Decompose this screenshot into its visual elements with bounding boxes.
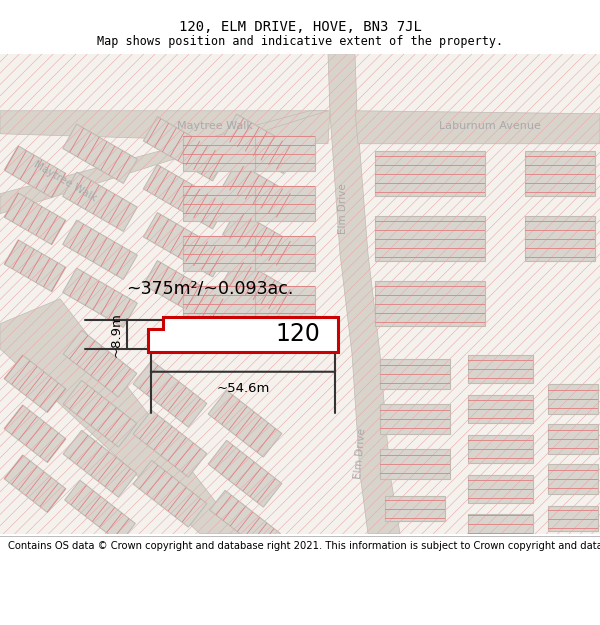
Text: Map shows position and indicative extent of the property.: Map shows position and indicative extent… bbox=[97, 35, 503, 48]
Polygon shape bbox=[328, 54, 400, 534]
Polygon shape bbox=[548, 424, 598, 454]
Polygon shape bbox=[62, 172, 137, 231]
Polygon shape bbox=[525, 151, 595, 196]
Polygon shape bbox=[208, 391, 282, 457]
Polygon shape bbox=[62, 220, 137, 279]
Polygon shape bbox=[467, 435, 533, 462]
Text: Contains OS data © Crown copyright and database right 2021. This information is : Contains OS data © Crown copyright and d… bbox=[8, 541, 600, 551]
Polygon shape bbox=[255, 186, 315, 221]
Polygon shape bbox=[380, 449, 450, 479]
Polygon shape bbox=[4, 355, 66, 412]
Polygon shape bbox=[182, 136, 257, 171]
Polygon shape bbox=[62, 124, 137, 183]
Polygon shape bbox=[63, 431, 137, 497]
Text: Elm Drive: Elm Drive bbox=[353, 428, 367, 479]
Polygon shape bbox=[223, 162, 298, 221]
Text: Maytree Walk: Maytree Walk bbox=[32, 160, 98, 204]
Polygon shape bbox=[548, 464, 598, 494]
Polygon shape bbox=[63, 331, 137, 397]
Polygon shape bbox=[210, 491, 280, 553]
Polygon shape bbox=[255, 136, 315, 171]
Polygon shape bbox=[548, 506, 598, 531]
Polygon shape bbox=[375, 151, 485, 196]
Polygon shape bbox=[355, 111, 600, 144]
Polygon shape bbox=[182, 186, 257, 221]
Polygon shape bbox=[4, 405, 66, 462]
Polygon shape bbox=[143, 261, 227, 325]
Polygon shape bbox=[133, 461, 207, 527]
Text: ~8.9m: ~8.9m bbox=[110, 312, 123, 357]
Polygon shape bbox=[133, 411, 207, 477]
Polygon shape bbox=[4, 455, 66, 512]
Polygon shape bbox=[467, 475, 533, 502]
Polygon shape bbox=[0, 299, 240, 534]
Text: Laburnum Avenue: Laburnum Avenue bbox=[439, 121, 541, 131]
Text: Maytree Walk: Maytree Walk bbox=[177, 121, 253, 131]
Text: Elm Drive: Elm Drive bbox=[338, 183, 348, 234]
Polygon shape bbox=[255, 286, 315, 321]
Polygon shape bbox=[380, 359, 450, 389]
Polygon shape bbox=[148, 317, 338, 352]
Polygon shape bbox=[375, 281, 485, 326]
Text: 120, ELM DRIVE, HOVE, BN3 7JL: 120, ELM DRIVE, HOVE, BN3 7JL bbox=[179, 20, 421, 34]
Polygon shape bbox=[380, 404, 450, 434]
Polygon shape bbox=[467, 514, 533, 534]
Polygon shape bbox=[467, 355, 533, 382]
Polygon shape bbox=[4, 146, 66, 198]
Text: 120: 120 bbox=[275, 322, 320, 346]
Polygon shape bbox=[223, 114, 298, 173]
Polygon shape bbox=[385, 496, 445, 521]
Polygon shape bbox=[143, 164, 227, 229]
Polygon shape bbox=[223, 258, 298, 318]
Polygon shape bbox=[133, 361, 207, 427]
Polygon shape bbox=[143, 117, 227, 181]
Polygon shape bbox=[525, 216, 595, 261]
Polygon shape bbox=[143, 213, 227, 277]
Polygon shape bbox=[65, 481, 135, 543]
Polygon shape bbox=[208, 441, 282, 507]
Polygon shape bbox=[223, 210, 298, 269]
Polygon shape bbox=[182, 286, 257, 321]
Polygon shape bbox=[4, 193, 66, 244]
Polygon shape bbox=[62, 268, 137, 328]
Polygon shape bbox=[63, 381, 137, 447]
Polygon shape bbox=[0, 111, 330, 144]
Polygon shape bbox=[0, 111, 328, 214]
Polygon shape bbox=[255, 236, 315, 271]
Text: ~54.6m: ~54.6m bbox=[217, 382, 269, 395]
Polygon shape bbox=[467, 395, 533, 422]
Polygon shape bbox=[375, 216, 485, 261]
Polygon shape bbox=[4, 240, 66, 292]
Polygon shape bbox=[548, 384, 598, 414]
Polygon shape bbox=[182, 236, 257, 271]
Text: ~375m²/~0.093ac.: ~375m²/~0.093ac. bbox=[127, 280, 293, 298]
